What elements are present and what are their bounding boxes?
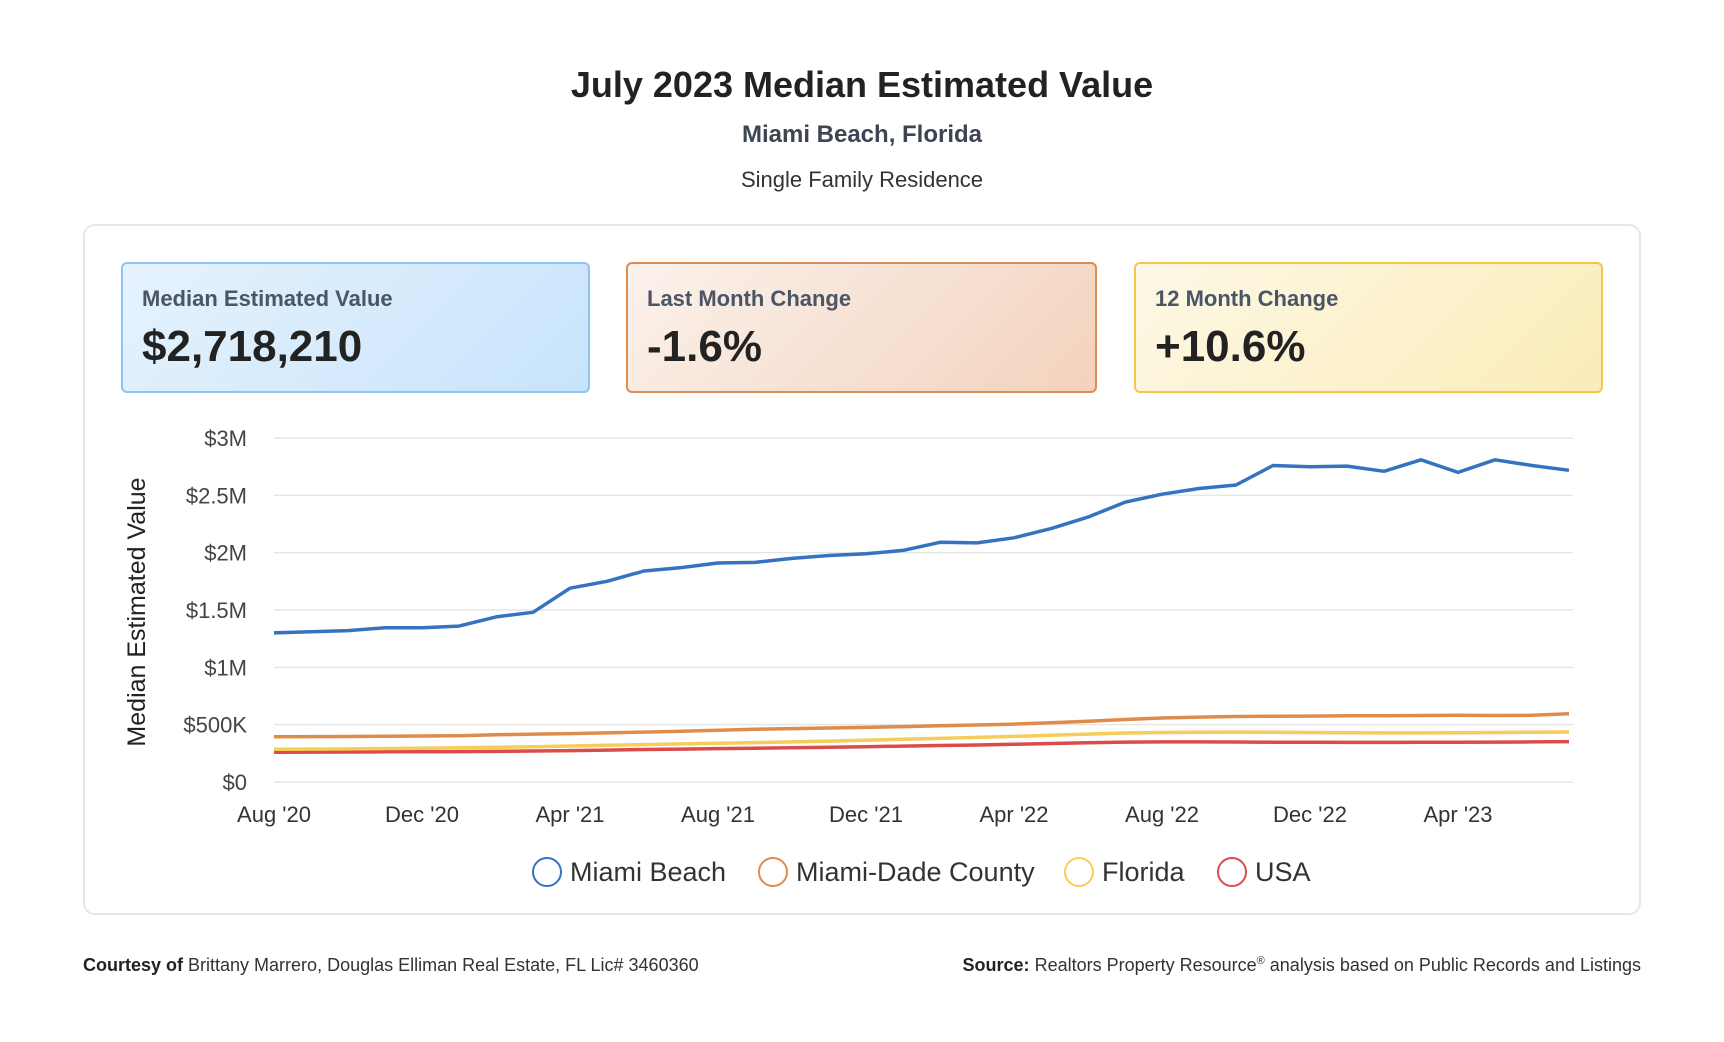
legend-marker-miami-beach [532,857,562,887]
legend-marker-florida [1064,857,1094,887]
x-tick-label: Aug '21 [681,802,755,827]
source-label: Source: [962,955,1030,975]
y-axis-label: Median Estimated Value [123,477,151,746]
courtesy-label: Courtesy of [83,955,184,975]
y-tick-label: $2.5M [186,483,247,508]
x-tick-label: Dec '20 [385,802,459,827]
series-line-usa [273,739,1570,754]
footer-courtesy: Courtesy of Brittany Marrero, Douglas El… [83,955,699,976]
source-text: Realtors Property Resource [1034,955,1257,975]
y-tick-label: $500K [183,713,247,738]
x-tick-label: Apr '23 [1423,802,1492,827]
twelve-month-change-value: +10.6% [1155,322,1306,371]
twelve-month-change-label: 12 Month Change [1155,286,1339,311]
x-tick-label: Dec '21 [829,802,903,827]
x-tick-label: Dec '22 [1273,802,1347,827]
y-tick-label: $2M [204,541,247,566]
chart-series [273,458,1570,754]
median-value-label: Median Estimated Value [142,286,393,311]
footer-source: Source: Realtors Property Resource® anal… [963,955,1641,976]
series-line-miami-dade [273,712,1570,739]
chart-gridlines [274,437,1573,783]
registered-mark: ® [1256,955,1265,967]
last-month-change-value: -1.6% [647,322,762,371]
legend-label: Miami-Dade County [796,857,1035,887]
last-month-change-label: Last Month Change [647,286,852,311]
median-value: $2,718,210 [142,322,363,371]
y-tick-label: $3M [204,426,247,451]
courtesy-text: Brittany Marrero, Douglas Elliman Real E… [188,955,699,975]
series-line-florida [273,730,1570,752]
legend-label: Florida [1102,857,1186,887]
twelve-month-change-card: 12 Month Change +10.6% [1134,262,1603,393]
x-tick-label: Apr '21 [535,802,604,827]
y-tick-label: $1M [204,655,247,680]
legend-label: USA [1255,857,1311,887]
last-month-change-card: Last Month Change -1.6% [626,262,1097,393]
legend-label: Miami Beach [570,857,726,887]
y-axis-ticks: $0 $500K $1M $1.5M $2M $2.5M $3M [183,426,247,795]
legend-marker-miami-dade [758,857,788,887]
x-tick-label: Aug '22 [1125,802,1199,827]
x-tick-label: Aug '20 [237,802,311,827]
median-value-card: Median Estimated Value $2,718,210 [121,262,590,393]
x-axis-ticks: Aug '20 Dec '20 Apr '21 Aug '21 Dec '21 Apr '… [237,802,1492,827]
series-line-miami-beach [273,458,1570,635]
source-text-rest: analysis based on Public Records and Lis… [1264,955,1641,975]
x-tick-label: Apr '22 [979,802,1048,827]
chart-legend: Miami Beach Miami-Dade County Florida USA [532,857,1311,887]
chart-title: July 2023 Median Estimated Value [570,64,1154,105]
y-tick-label: $0 [223,770,247,795]
y-tick-label: $1.5M [186,598,247,623]
legend-marker-usa [1217,857,1247,887]
chart-location: Miami Beach, Florida [741,121,983,148]
chart-property-type: Single Family Residence [740,167,984,192]
